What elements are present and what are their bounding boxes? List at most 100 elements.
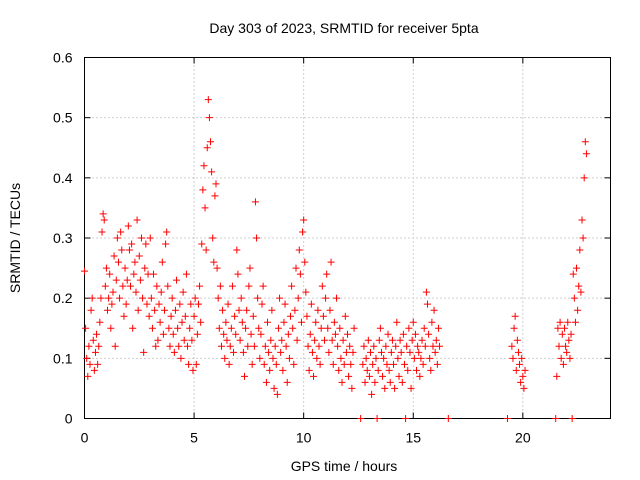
- data-point: [409, 318, 417, 326]
- data-point: [150, 270, 158, 278]
- data-point: [554, 324, 562, 332]
- data-point: [118, 246, 126, 254]
- data-point: [420, 324, 428, 332]
- data-point: [121, 264, 129, 272]
- data-point: [292, 264, 300, 272]
- data-point: [509, 354, 517, 362]
- data-point: [308, 348, 316, 356]
- data-point: [167, 312, 175, 320]
- data-point: [251, 198, 259, 206]
- data-point: [359, 360, 367, 368]
- data-point: [127, 282, 135, 290]
- data-point: [266, 366, 274, 374]
- data-point: [379, 372, 387, 380]
- data-point: [152, 342, 160, 350]
- data-point: [232, 330, 240, 338]
- data-point: [347, 360, 355, 368]
- data-point: [281, 300, 289, 308]
- data-point: [406, 348, 414, 356]
- data-point: [328, 336, 336, 344]
- data-point: [338, 378, 346, 386]
- data-point: [98, 228, 106, 236]
- data-point: [294, 294, 302, 302]
- data-point: [225, 360, 233, 368]
- data-point: [246, 264, 254, 272]
- data-point: [399, 330, 407, 338]
- data-point: [373, 415, 381, 422]
- data-point: [434, 324, 442, 332]
- data-point: [565, 336, 573, 344]
- x-tick-label: 20: [515, 430, 531, 446]
- data-point: [181, 312, 189, 320]
- data-point: [117, 228, 125, 236]
- data-point: [396, 336, 404, 344]
- data-point: [84, 372, 92, 380]
- y-tick-label: 0: [65, 411, 73, 427]
- data-point: [155, 300, 163, 308]
- data-point: [135, 252, 143, 260]
- data-point: [282, 342, 290, 350]
- data-point: [395, 372, 403, 380]
- data-point: [87, 306, 95, 314]
- data-point: [120, 312, 128, 320]
- data-point: [278, 336, 286, 344]
- data-point: [233, 246, 241, 254]
- data-point: [151, 306, 159, 314]
- data-point: [578, 216, 586, 224]
- data-point: [242, 324, 250, 332]
- data-point: [146, 234, 154, 242]
- data-point: [405, 324, 413, 332]
- data-point: [272, 360, 280, 368]
- data-point: [257, 330, 265, 338]
- data-point: [188, 336, 196, 344]
- data-point: [320, 336, 328, 344]
- data-point: [388, 336, 396, 344]
- data-point: [199, 186, 207, 194]
- data-point: [226, 342, 234, 350]
- data-point: [201, 204, 209, 212]
- data-point: [90, 366, 98, 374]
- data-point: [217, 342, 225, 350]
- y-tick-label: 0.4: [53, 170, 73, 186]
- data-point: [215, 324, 223, 332]
- data-point: [369, 360, 377, 368]
- data-point: [97, 294, 105, 302]
- data-point: [202, 246, 210, 254]
- data-point: [196, 282, 204, 290]
- data-point: [163, 228, 171, 236]
- data-point: [414, 342, 422, 350]
- data-point: [382, 342, 390, 350]
- data-point: [285, 354, 293, 362]
- data-point: [557, 354, 565, 362]
- data-point: [83, 354, 91, 362]
- data-point: [293, 336, 301, 344]
- data-point: [106, 270, 114, 278]
- data-point: [367, 348, 375, 356]
- data-point: [398, 378, 406, 386]
- data-point: [193, 330, 201, 338]
- data-point: [194, 300, 202, 308]
- data-point: [418, 336, 426, 344]
- y-tick-label: 0.1: [53, 350, 73, 366]
- data-point: [394, 354, 402, 362]
- data-point: [377, 348, 385, 356]
- data-point: [310, 372, 318, 380]
- data-point: [290, 360, 298, 368]
- data-point: [171, 306, 179, 314]
- data-point: [324, 324, 332, 332]
- y-tick-label: 0.2: [53, 290, 73, 306]
- data-point: [520, 384, 528, 392]
- data-point: [174, 324, 182, 332]
- data-point: [516, 360, 524, 368]
- data-point: [203, 144, 211, 152]
- data-point: [142, 240, 150, 248]
- data-point: [130, 270, 138, 278]
- data-point: [569, 270, 577, 278]
- data-point: [96, 318, 104, 326]
- data-point: [104, 306, 112, 314]
- data-point: [211, 192, 219, 200]
- data-point: [254, 294, 262, 302]
- data-point: [107, 324, 115, 332]
- data-point: [417, 354, 425, 362]
